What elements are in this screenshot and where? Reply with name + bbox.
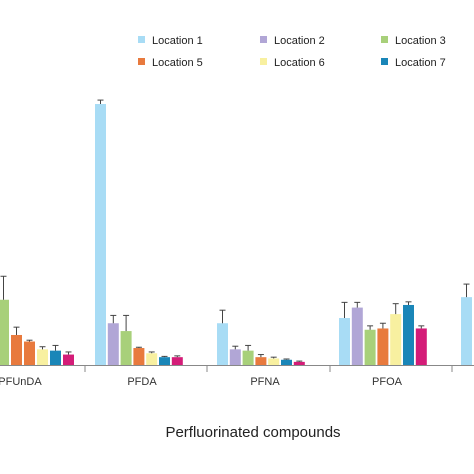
bar-left-4 xyxy=(50,350,61,365)
legend-swatch-location-7 xyxy=(381,58,388,65)
bar-location-5-pfda xyxy=(133,348,145,365)
bar-series-6-pfna xyxy=(293,361,305,365)
bar-location-5-pfna xyxy=(255,357,267,365)
bars-group xyxy=(0,99,472,365)
legend-swatch-location-1 xyxy=(138,36,145,43)
legend-swatch-location-6 xyxy=(260,58,267,65)
bar-location-1-pfna xyxy=(217,323,228,365)
legend-label-location-5: Location 5 xyxy=(152,57,203,69)
bar-location-3-pfna xyxy=(242,350,254,365)
bar-left-0 xyxy=(0,299,9,365)
bar-location-7-pfna xyxy=(281,359,292,365)
bar-left-5 xyxy=(63,354,74,365)
bar-location-1-pfoa xyxy=(339,318,350,365)
bar-location-3-pfoa xyxy=(364,329,376,365)
legend-label-location-3: Location 3 xyxy=(395,35,446,47)
bar-location-6-pfna xyxy=(268,358,280,365)
legend-label-location-6: Location 6 xyxy=(274,57,325,69)
x-tick-label-pfunda: PFUnDA xyxy=(0,376,42,388)
x-axis-title: Perfluorinated compounds xyxy=(165,424,340,441)
x-tick-label-pfna: PFNA xyxy=(250,376,280,388)
bar-series-6-pfoa xyxy=(415,328,427,365)
legend-label-location-1: Location 1 xyxy=(152,35,203,47)
bar-left-1 xyxy=(11,334,22,365)
bar-left-2 xyxy=(24,341,35,365)
bar-series-6-pfda xyxy=(171,357,183,365)
legend-label-location-7: Location 7 xyxy=(395,57,446,69)
legend: Location 1 Location 2 Location 3 Location 5… xyxy=(138,35,446,69)
bar-location-6-pfoa xyxy=(390,314,402,365)
bar-location-7-pfoa xyxy=(403,304,414,365)
bar-location-3-pfda xyxy=(120,331,132,365)
x-tick-label-pfoa: PFOA xyxy=(372,376,403,388)
x-tick-label-pfda: PFDA xyxy=(127,376,157,388)
bar-location-5-pfoa xyxy=(377,328,389,365)
bar-left-3 xyxy=(37,349,48,365)
legend-swatch-location-5 xyxy=(138,58,145,65)
bar-location-6-pfda xyxy=(146,353,158,365)
legend-swatch-location-2 xyxy=(260,36,267,43)
bar-location-2-pfoa xyxy=(351,307,363,365)
x-axis: PFUnDA PFDA PFNA PFOA xyxy=(0,365,474,388)
legend-swatch-location-3 xyxy=(381,36,388,43)
bar-location-2-pfda xyxy=(107,323,119,365)
bar-location-7-pfda xyxy=(159,357,170,365)
bar-location-2-pfna xyxy=(229,349,241,365)
bar-location-1-pfda xyxy=(95,104,106,365)
bar-location-1-cat-4 xyxy=(461,297,472,365)
legend-label-location-2: Location 2 xyxy=(274,35,325,47)
